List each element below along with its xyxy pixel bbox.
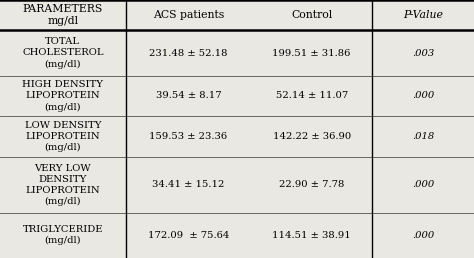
Text: LOW DENSITY
LIPOPROTEIN
(mg/dl): LOW DENSITY LIPOPROTEIN (mg/dl)	[25, 121, 101, 152]
Text: TRIGLYCERIDE
(mg/dl): TRIGLYCERIDE (mg/dl)	[23, 225, 103, 245]
Text: .003: .003	[412, 49, 434, 58]
Text: 231.48 ± 52.18: 231.48 ± 52.18	[149, 49, 228, 58]
Text: PARAMETERS
mg/dl: PARAMETERS mg/dl	[23, 4, 103, 26]
Text: 159.53 ± 23.36: 159.53 ± 23.36	[149, 132, 228, 141]
Text: HIGH DENSITY
LIPOPROTEIN
(mg/dl): HIGH DENSITY LIPOPROTEIN (mg/dl)	[22, 80, 103, 112]
Text: .018: .018	[412, 132, 434, 141]
Text: 39.54 ± 8.17: 39.54 ± 8.17	[155, 92, 221, 100]
Text: Control: Control	[291, 10, 332, 20]
Text: VERY LOW
DENSITY
LIPOPROTEIN
(mg/dl): VERY LOW DENSITY LIPOPROTEIN (mg/dl)	[26, 164, 100, 206]
Text: 52.14 ± 11.07: 52.14 ± 11.07	[275, 92, 348, 100]
Text: 142.22 ± 36.90: 142.22 ± 36.90	[273, 132, 351, 141]
Text: .000: .000	[412, 92, 434, 100]
Text: .000: .000	[412, 180, 434, 189]
Text: 199.51 ± 31.86: 199.51 ± 31.86	[273, 49, 351, 58]
Text: 34.41 ± 15.12: 34.41 ± 15.12	[152, 180, 225, 189]
Text: P-Value: P-Value	[403, 10, 443, 20]
Text: 22.90 ± 7.78: 22.90 ± 7.78	[279, 180, 344, 189]
Text: ACS patients: ACS patients	[153, 10, 224, 20]
Text: .000: .000	[412, 231, 434, 240]
Text: 114.51 ± 38.91: 114.51 ± 38.91	[272, 231, 351, 240]
Text: TOTAL
CHOLESTEROL
(mg/dl): TOTAL CHOLESTEROL (mg/dl)	[22, 37, 103, 69]
Text: 172.09  ± 75.64: 172.09 ± 75.64	[148, 231, 229, 240]
